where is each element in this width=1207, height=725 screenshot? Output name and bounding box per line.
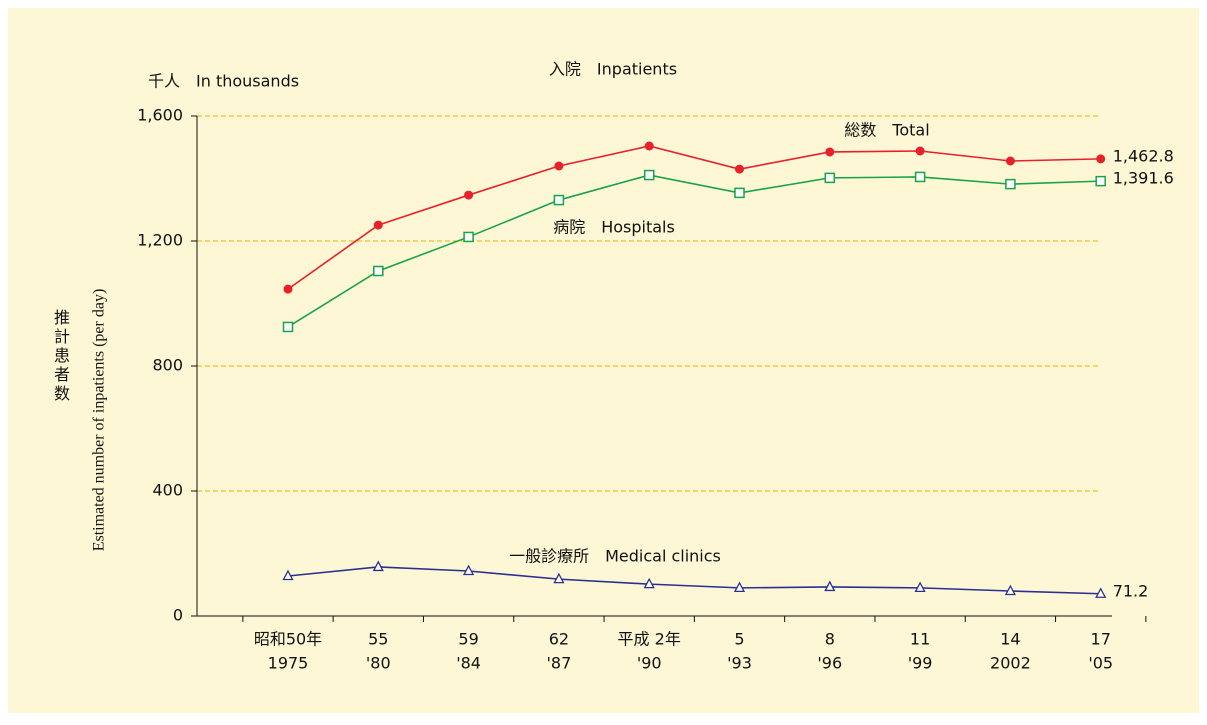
marker	[824, 172, 836, 184]
series-label: 病院 Hospitals	[553, 218, 675, 237]
series-line	[287, 145, 1101, 290]
x-tick-label: '93	[727, 654, 752, 673]
marker	[914, 171, 926, 183]
marker	[734, 187, 745, 199]
marker	[373, 220, 383, 230]
value-label: 1,462.8	[1113, 146, 1174, 165]
series-label: 一般診療所 Medical clinics	[509, 547, 721, 566]
marker	[1095, 587, 1107, 598]
marker	[553, 572, 565, 584]
y-axis-label: Estimated number of inpatients (per day)	[91, 289, 108, 552]
marker	[1096, 154, 1106, 164]
marker	[733, 581, 746, 593]
x-tick-label: 59	[458, 630, 478, 649]
y-unit: 千人 In thousands	[148, 72, 299, 91]
y-tick-label: 800	[152, 356, 183, 375]
x-tick-label: 昭和50年	[254, 630, 322, 649]
marker	[372, 560, 384, 572]
series-label: 総数 Total	[844, 121, 929, 140]
marker	[373, 265, 384, 277]
value-label: 1,391.6	[1113, 169, 1174, 188]
x-tick-label: '96	[817, 654, 842, 673]
x-tick-label: 8	[825, 630, 835, 649]
x-tick-label: 17	[1091, 630, 1111, 649]
y-axis-label-ja: 推計患者数	[54, 308, 70, 403]
marker	[1004, 584, 1016, 596]
value-label: 71.2	[1113, 581, 1149, 600]
x-tick-label: 2002	[990, 654, 1031, 673]
y-tick-label: 1,200	[137, 231, 183, 250]
marker	[553, 194, 565, 206]
series-line	[287, 566, 1101, 595]
x-tick-label: 5	[734, 630, 744, 649]
marker	[825, 147, 835, 157]
series-line	[287, 174, 1101, 328]
marker	[282, 321, 294, 333]
marker	[1095, 175, 1106, 187]
x-tick-label: 1975	[268, 654, 309, 673]
x-tick-label: 62	[549, 630, 569, 649]
x-tick-label: '87	[547, 654, 572, 673]
marker	[824, 580, 836, 592]
marker	[463, 564, 475, 576]
marker	[464, 190, 474, 200]
panel	[8, 8, 1199, 713]
marker	[735, 164, 744, 174]
marker	[1005, 178, 1016, 190]
marker	[644, 141, 654, 151]
marker	[554, 161, 564, 171]
marker	[643, 577, 655, 589]
marker	[914, 581, 926, 593]
marker	[463, 231, 474, 243]
x-tick-label: 55	[368, 630, 388, 649]
chart-title: 入院 Inpatients	[549, 60, 677, 79]
x-tick-label: 平成 2年	[618, 630, 681, 649]
y-tick-label: 1,600	[137, 106, 183, 125]
marker	[283, 284, 293, 294]
marker	[282, 569, 294, 581]
marker	[1005, 156, 1015, 166]
y-tick-label: 400	[152, 481, 183, 500]
x-tick-label: '84	[456, 654, 481, 673]
x-tick-label: '90	[637, 654, 662, 673]
x-tick-label: 14	[1000, 630, 1020, 649]
x-tick-label: '80	[366, 654, 391, 673]
marker	[915, 146, 925, 156]
y-tick-label: 0	[173, 606, 183, 625]
x-tick-label: '99	[908, 654, 933, 673]
x-tick-label: '05	[1088, 654, 1113, 673]
marker	[643, 169, 655, 181]
x-tick-label: 11	[910, 630, 930, 649]
